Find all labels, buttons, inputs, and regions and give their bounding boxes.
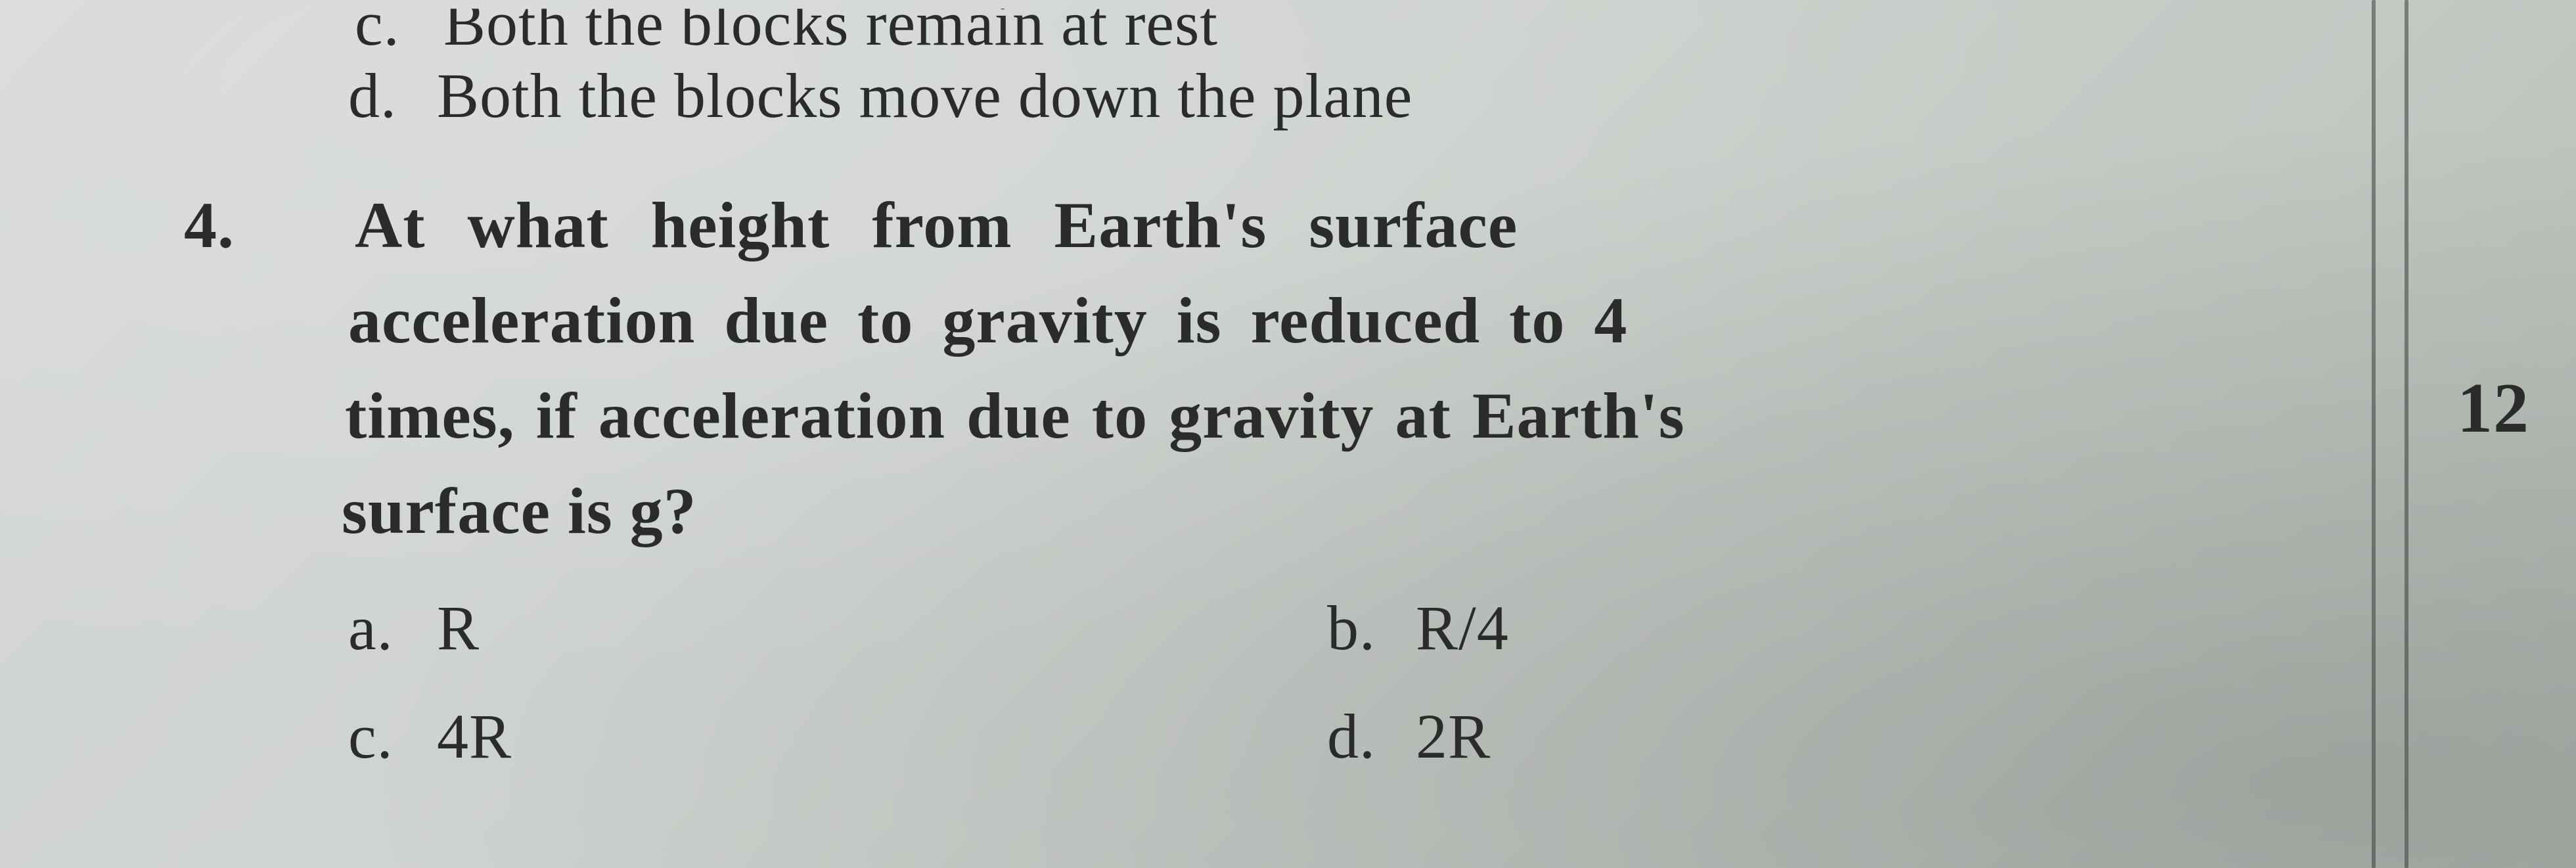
option-d: d. 2R: [1327, 700, 1491, 773]
option-letter: d.: [348, 59, 420, 132]
question-line-2: acceleration due to gravity is reduced t…: [348, 283, 1627, 358]
option-a: a. R: [348, 591, 480, 664]
page: c. Both the blocks remain at rest d. Bot…: [0, 0, 2576, 868]
column-rule-1: [2372, 0, 2376, 868]
option-text: R: [437, 593, 480, 663]
option-letter: c.: [355, 0, 427, 60]
qnum-text: 4.: [184, 187, 269, 263]
option-letter: c.: [348, 700, 420, 773]
option-letter: d.: [1327, 700, 1399, 773]
prev-option-d: d. Both the blocks move down the plane: [348, 59, 1412, 132]
option-b: b. R/4: [1327, 591, 1509, 664]
column-rule-2: [2405, 0, 2408, 868]
question-line-1: At what height from Earth's surface: [355, 187, 1518, 263]
option-text: R/4: [1416, 593, 1509, 663]
prev-option-c: c. Both the blocks remain at rest: [355, 0, 1218, 60]
option-text: Both the blocks remain at rest: [443, 0, 1218, 58]
question-line-4: surface is g?: [342, 473, 697, 549]
option-text: 2R: [1416, 701, 1491, 771]
option-letter: a.: [348, 591, 420, 664]
question-line-3: times, if acceleration due to gravity at…: [345, 378, 1685, 453]
option-text: 4R: [437, 701, 512, 771]
option-text: Both the blocks move down the plane: [437, 60, 1412, 131]
side-question-number: 12: [2457, 368, 2529, 449]
question-number: 4.: [184, 187, 269, 263]
option-letter: b.: [1327, 591, 1399, 664]
option-c: c. 4R: [348, 700, 512, 773]
